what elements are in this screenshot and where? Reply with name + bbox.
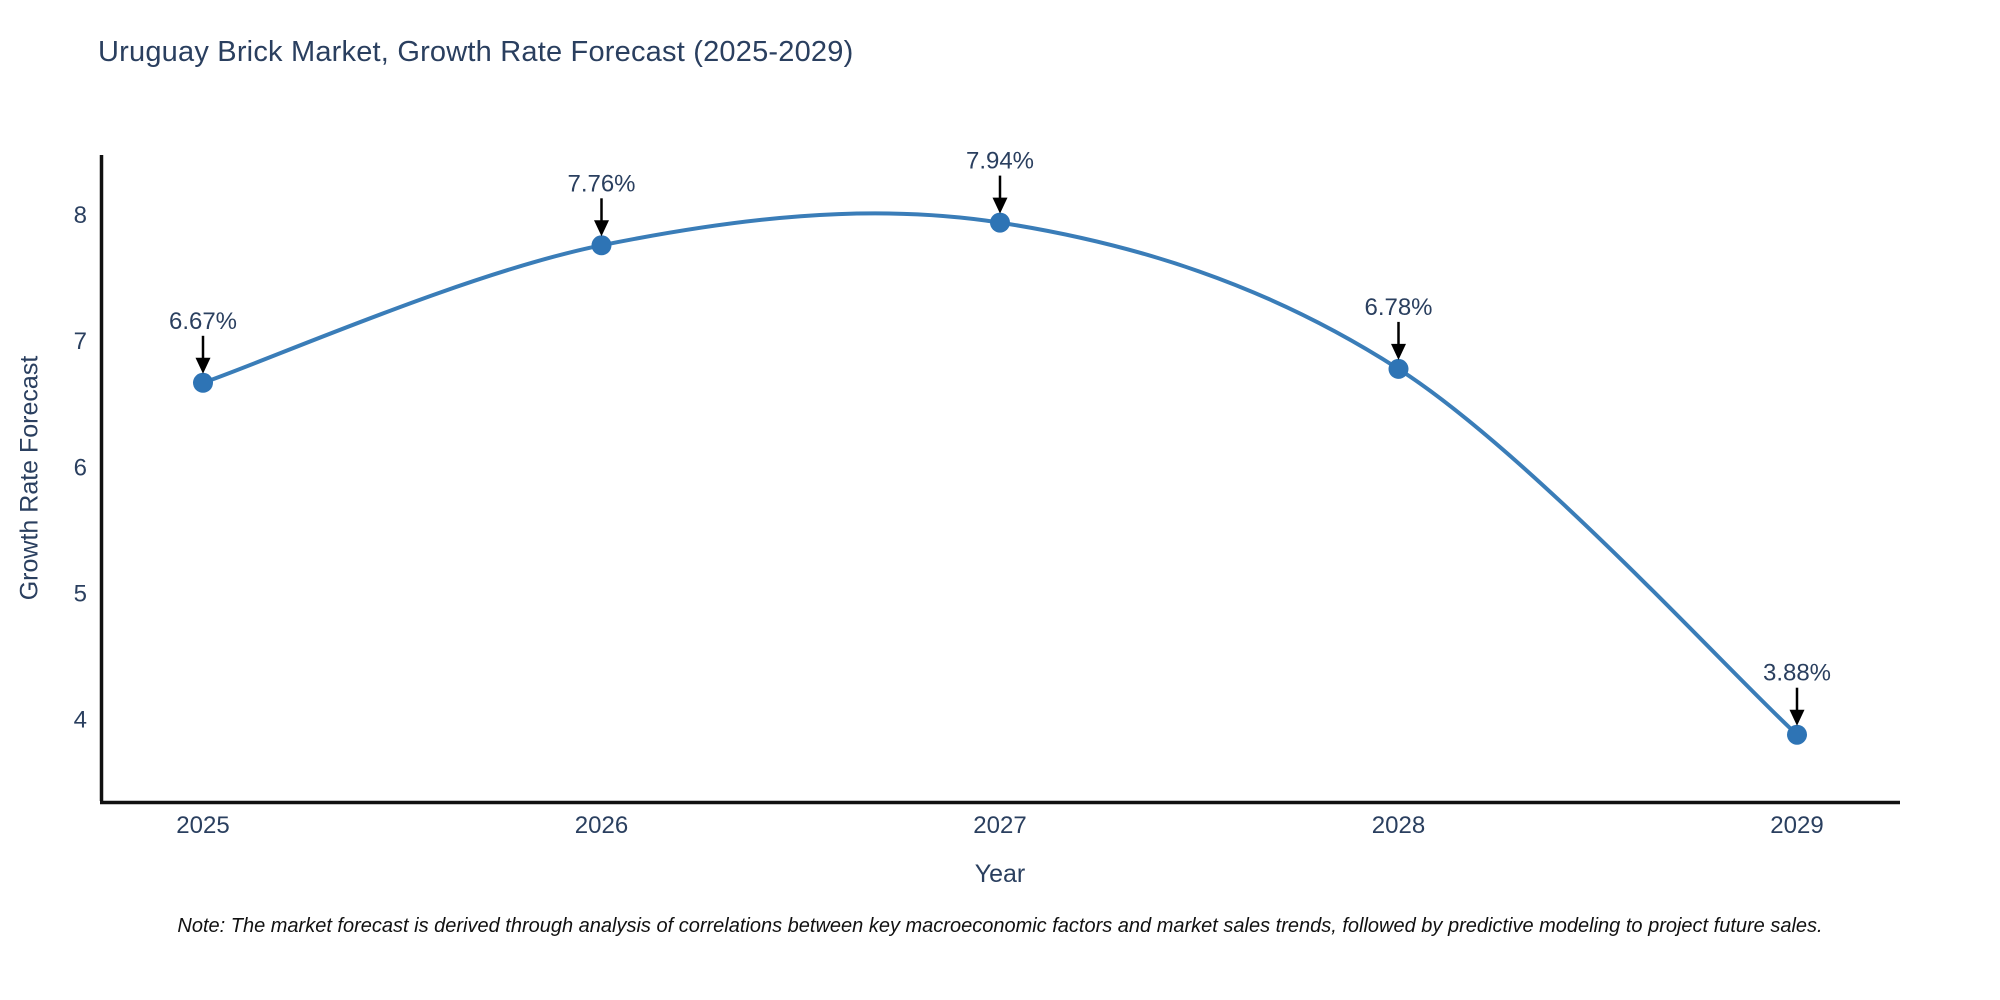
x-tick-label-2027: 2027 — [973, 812, 1026, 839]
y-tick-label-5: 5 — [74, 580, 87, 607]
data-point-2025 — [193, 372, 213, 393]
chart-title: Uruguay Brick Market, Growth Rate Foreca… — [98, 36, 854, 68]
annotation-arrow-head — [1789, 709, 1805, 726]
x-tick-label-2025: 2025 — [176, 812, 229, 839]
x-tick-label-2026: 2026 — [575, 812, 628, 839]
y-tick-label-7: 7 — [74, 328, 87, 355]
point-value-label: 6.67% — [169, 308, 237, 335]
x-axis-title: Year — [974, 860, 1026, 888]
point-value-label: 7.76% — [567, 170, 635, 197]
footnote: Note: The market forecast is derived thr… — [177, 915, 1823, 937]
y-axis-title: Growth Rate Forecast — [15, 355, 44, 601]
y-tick-label-8: 8 — [74, 202, 87, 229]
point-value-label: 6.78% — [1364, 294, 1432, 321]
annotation-arrow-head — [1391, 343, 1406, 360]
forecast-line — [201, 211, 1799, 737]
y-tick-label-4: 4 — [74, 707, 87, 734]
annotation-arrow-head — [594, 220, 609, 237]
data-point-2027 — [990, 212, 1010, 233]
annotation-arrow-head — [992, 197, 1008, 214]
data-point-2029 — [1787, 724, 1807, 745]
x-tick-label-2028: 2028 — [1372, 812, 1425, 839]
y-tick-label-6: 6 — [74, 454, 87, 481]
annotation-arrow-head — [195, 357, 211, 374]
x-tick-label-2029: 2029 — [1770, 812, 1823, 839]
data-point-2026 — [591, 235, 612, 256]
point-value-label: 7.94% — [966, 148, 1034, 175]
data-point-2028 — [1388, 358, 1409, 379]
point-value-label: 3.88% — [1763, 660, 1831, 687]
